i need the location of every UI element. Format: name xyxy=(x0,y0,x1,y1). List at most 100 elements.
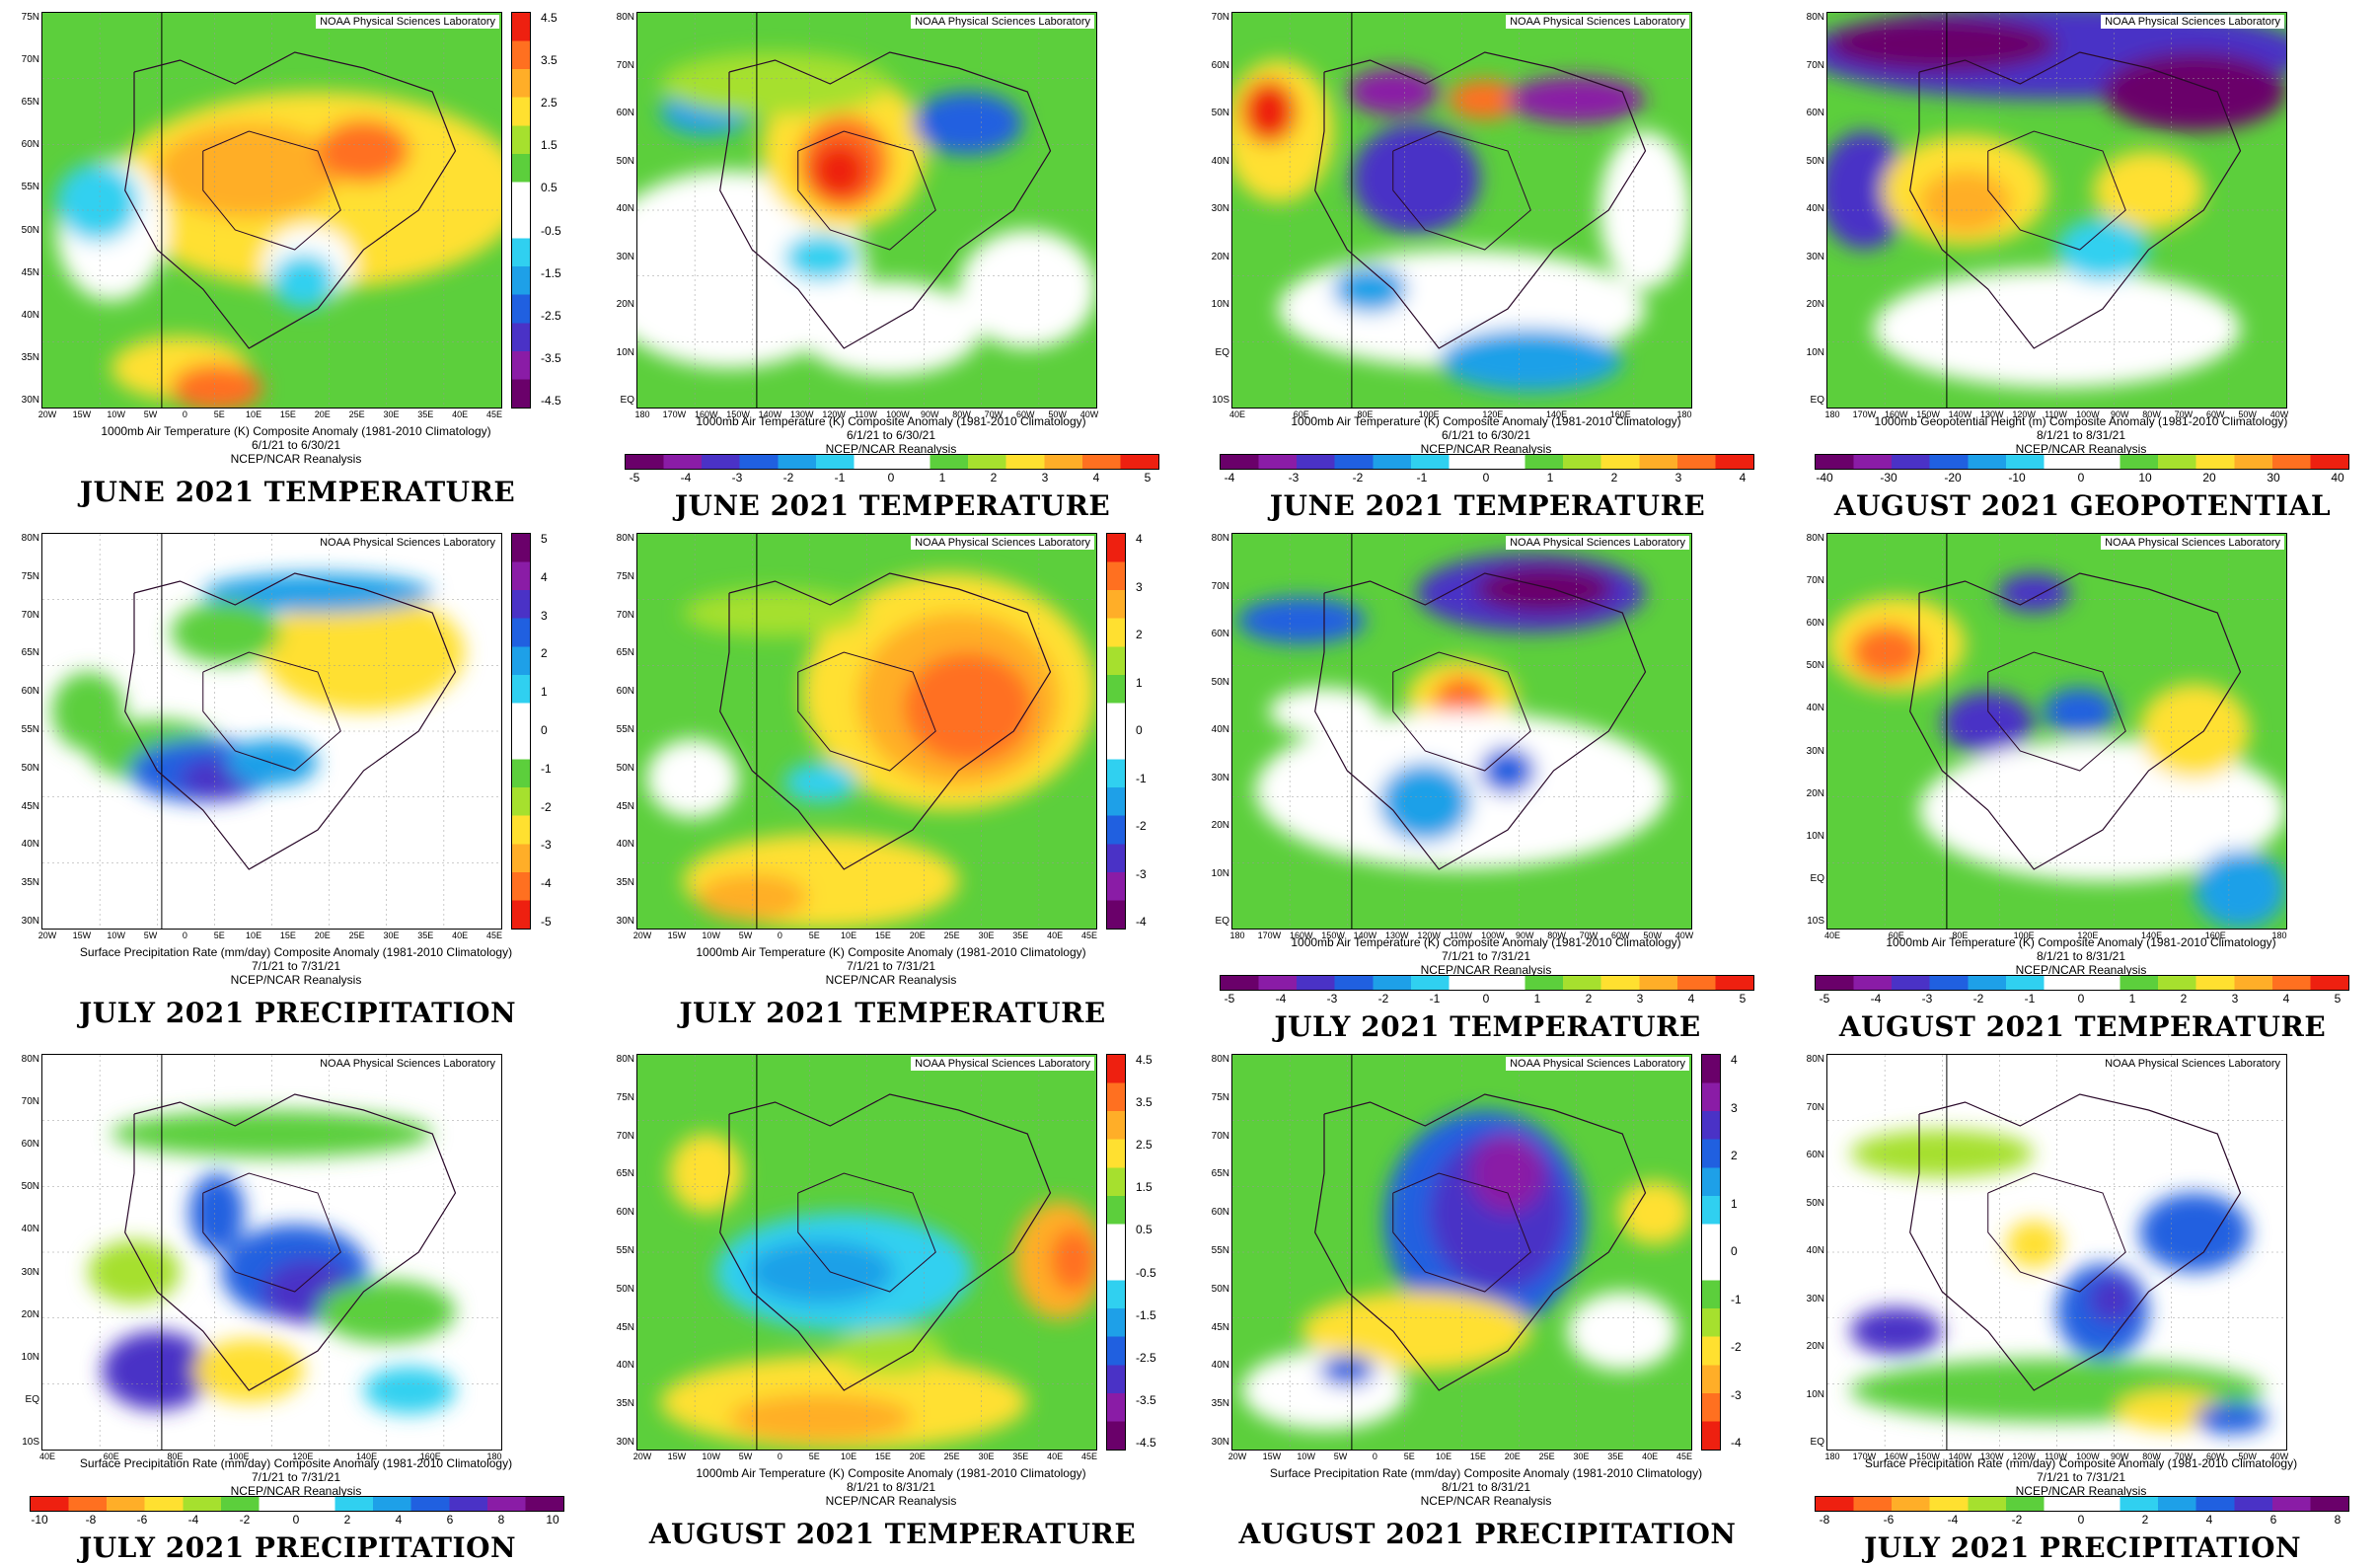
longitude-label: 160W xyxy=(1884,410,1908,419)
longitude-label: 5E xyxy=(808,1452,820,1461)
longitude-label: 5W xyxy=(143,931,158,940)
anomaly-region xyxy=(1241,80,1298,143)
anomaly-region xyxy=(1599,131,1691,289)
longitude-label: 20W xyxy=(1227,1452,1247,1461)
longitude-label: 40E xyxy=(1228,410,1246,419)
colorbar-tick-label: -3.5 xyxy=(1136,1392,1156,1407)
map-plot: NOAA Physical Sciences Laboratory xyxy=(636,533,1097,930)
map-caption: 1000mb Air Temperature (K) Composite Ano… xyxy=(1210,935,1762,977)
longitude-label: 90W xyxy=(1515,931,1534,940)
anomaly-region xyxy=(747,1240,895,1303)
anomaly-region xyxy=(783,234,858,281)
colorbar-tick-label: 8 xyxy=(497,1513,505,1527)
anomaly-region xyxy=(1333,265,1407,313)
colorbar-tick-label: -4 xyxy=(1870,992,1882,1005)
map-plot: NOAA Physical Sciences Laboratory xyxy=(41,12,502,409)
caption-line: 7/1/21 to 7/31/21 xyxy=(1441,949,1531,963)
colorbar-tick-label: 5 xyxy=(1739,992,1747,1005)
longitude-label: 80W xyxy=(2142,410,2161,419)
map-panel: NOAA Physical Sciences Laboratory 80N 70N 6… xyxy=(1785,521,2380,1043)
colorbar xyxy=(30,1496,564,1512)
longitude-label: 25E xyxy=(1538,1452,1555,1461)
caption-line: 7/1/21 to 7/31/21 xyxy=(2036,1470,2126,1484)
latitude-label: 65N xyxy=(21,97,39,109)
anomaly-region xyxy=(2139,1193,2250,1272)
map-panel: NOAA Physical Sciences Laboratory 75N 70N 6… xyxy=(0,0,595,521)
longitude-label: 45E xyxy=(485,410,503,419)
longitude-label: 100E xyxy=(228,1452,250,1461)
latitude-label: 45N xyxy=(616,800,634,812)
anomaly-region xyxy=(660,52,890,115)
colorbar-tick-label: -4 xyxy=(680,471,692,484)
longitude-label: 120W xyxy=(822,410,846,419)
longitude-label: 15E xyxy=(874,931,891,940)
latitude-label: 40N xyxy=(21,309,39,321)
colorbar-tick-label: -2 xyxy=(1377,992,1389,1005)
latitude-label: 55N xyxy=(1211,1245,1229,1256)
longitude-label: 120E xyxy=(2077,931,2099,940)
map-plot: NOAA Physical Sciences Laboratory xyxy=(1826,12,2287,409)
colorbar-tick-label: 2 xyxy=(1136,628,1143,641)
latitude-label: 40N xyxy=(1806,203,1824,214)
longitude-label: 20W xyxy=(632,931,652,940)
anomaly-region xyxy=(1470,1134,1545,1213)
anomaly-region xyxy=(1236,597,1366,644)
colorbar-tick-label: 0 xyxy=(292,1513,300,1527)
anomaly-region xyxy=(783,763,858,802)
colorbar-tick-label: -4 xyxy=(1224,471,1235,484)
coastline-outline xyxy=(124,51,457,349)
map-panel: NOAA Physical Sciences Laboratory 80N 70N 6… xyxy=(595,0,1190,522)
border-outline xyxy=(202,651,341,772)
latitude-label: 80N xyxy=(1211,1054,1229,1065)
colorbar-tick-label: 1 xyxy=(541,685,548,700)
longitude-label: 30E xyxy=(383,410,400,419)
colorbar-tick-label: -1 xyxy=(834,471,846,484)
latitude-label: 60N xyxy=(1211,629,1229,639)
caption-line: 6/1/21 to 6/30/21 xyxy=(846,428,936,442)
caption-line: 6/1/21 to 6/30/21 xyxy=(1441,428,1531,442)
anomaly-region xyxy=(171,601,281,664)
anomaly-field xyxy=(1827,13,2286,408)
colorbar-tick-label: 0 xyxy=(2077,992,2085,1005)
latitude-label: 60N xyxy=(1806,108,1824,118)
colorbar-tick-label: 2 xyxy=(541,646,548,661)
latitude-label: 40N xyxy=(1211,724,1229,735)
caption-line: NCEP/NCAR Reanalysis xyxy=(825,973,957,987)
longitude-label: 180 xyxy=(486,1452,502,1461)
anomaly-region xyxy=(646,739,739,818)
longitude-label: 20W xyxy=(37,931,57,940)
longitude-label: 140W xyxy=(1948,410,1972,419)
latitude-label: 10S xyxy=(1807,916,1824,927)
colorbar-tick-label: -40 xyxy=(1816,471,1833,484)
anomaly-region xyxy=(903,652,1032,763)
latitude-label: 70N xyxy=(1806,59,1824,71)
caption-line: NCEP/NCAR Reanalysis xyxy=(825,442,957,456)
colorbar-tick-label: 3 xyxy=(1136,579,1143,594)
latitude-label: 10S xyxy=(22,1437,39,1448)
credit-label: NOAA Physical Sciences Laboratory xyxy=(316,536,499,550)
latitude-label: 75N xyxy=(616,570,634,582)
anomaly-region xyxy=(811,143,867,198)
anomaly-region xyxy=(834,1327,945,1375)
anomaly-region xyxy=(1050,1229,1096,1292)
colorbar-tick-label: -4 xyxy=(1947,1513,1959,1527)
longitude-label: 140E xyxy=(356,1452,378,1461)
border-outline xyxy=(1392,1172,1531,1293)
longitude-label: 15W xyxy=(72,410,92,419)
longitude-label: 70W xyxy=(2174,410,2194,419)
colorbar-tick-label: -1 xyxy=(2024,992,2036,1005)
anomaly-region xyxy=(363,1367,456,1414)
longitude-label: 10W xyxy=(1297,1452,1315,1461)
anomaly-region xyxy=(188,1173,245,1252)
colorbar-tick-label: 1.5 xyxy=(541,138,558,153)
longitude-label: 15E xyxy=(1469,1452,1486,1461)
longitude-label: 60E xyxy=(103,1452,119,1461)
anomaly-region xyxy=(1827,131,1910,250)
colorbar xyxy=(1701,1054,1721,1451)
anomaly-field xyxy=(1232,1055,1691,1450)
longitude-label: 40W xyxy=(1674,931,1694,940)
longitude-label: 140W xyxy=(1353,931,1377,940)
colorbar xyxy=(1220,454,1754,470)
longitude-label: 80E xyxy=(167,1452,184,1461)
longitude-label: 130W xyxy=(1980,1452,2004,1461)
